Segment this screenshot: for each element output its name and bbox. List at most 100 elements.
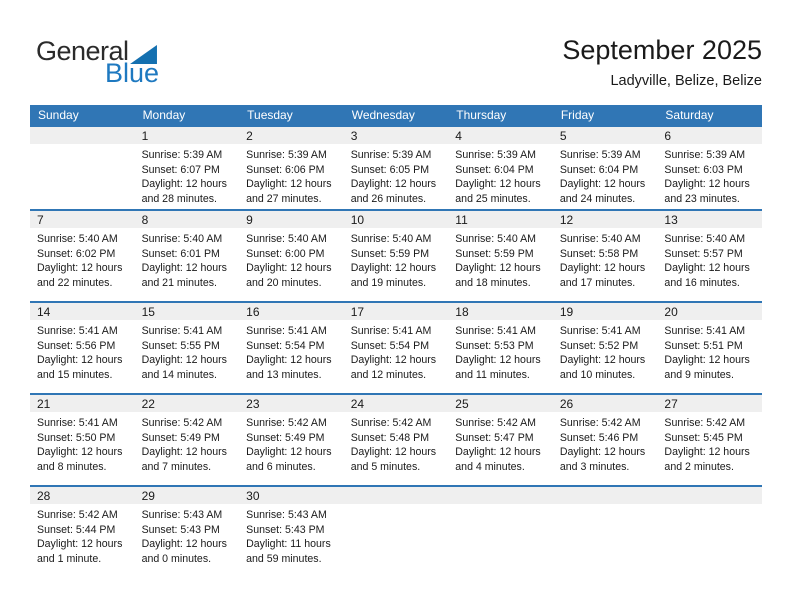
day-number: 5 bbox=[559, 128, 567, 143]
day-detail-line: Sunrise: 5:42 AM bbox=[559, 417, 641, 429]
day-number: 22 bbox=[141, 396, 155, 411]
day-cell: Sunrise: 5:42 AM Sunset: 5:49 PM Daylight:… bbox=[135, 412, 240, 475]
day-number: 20 bbox=[664, 304, 678, 319]
page-title: September 2025 bbox=[562, 35, 762, 65]
day-detail-line: Daylight: 12 hours bbox=[246, 178, 332, 191]
day-cell: Sunrise: 5:42 AM Sunset: 5:45 PM Daylight:… bbox=[657, 412, 762, 475]
title-block: September 2025 Ladyville, Belize, Belize bbox=[562, 35, 762, 90]
day-detail-line: Sunrise: 5:42 AM bbox=[246, 417, 327, 429]
day-number: 17 bbox=[350, 304, 365, 319]
day-number: 23 bbox=[246, 396, 260, 411]
day-detail-line: and 0 minutes. bbox=[141, 553, 212, 566]
day-cell: Sunrise: 5:41 AM Sunset: 5:55 PM Daylight:… bbox=[135, 320, 240, 383]
day-detail-line: Sunrise: 5:40 AM bbox=[37, 233, 118, 245]
day-detail-line: and 8 minutes. bbox=[37, 461, 107, 474]
day-detail-line: Sunrise: 5:40 AM bbox=[350, 233, 432, 245]
day-cell: Sunrise: 5:40 AM Sunset: 5:57 PM Daylight:… bbox=[657, 228, 762, 291]
day-detail-line: and 2 minutes. bbox=[664, 461, 734, 474]
day-detail-line: Sunrise: 5:39 AM bbox=[664, 149, 746, 161]
day-detail-line: Sunrise: 5:40 AM bbox=[559, 233, 641, 245]
day-detail-line: Daylight: 12 hours bbox=[664, 354, 750, 367]
day-detail-line: Sunset: 5:49 PM bbox=[246, 431, 325, 444]
day-detail-line: Sunset: 6:00 PM bbox=[246, 247, 325, 260]
day-detail-line: Sunset: 5:50 PM bbox=[37, 431, 116, 444]
logo-triangle-icon bbox=[129, 45, 157, 64]
day-detail-line: Daylight: 12 hours bbox=[141, 262, 227, 275]
logo-text-blue: Blue bbox=[105, 58, 160, 88]
day-detail-line: Daylight: 12 hours bbox=[455, 354, 541, 367]
day-detail-line: Sunrise: 5:41 AM bbox=[350, 325, 432, 337]
day-detail-line: Daylight: 12 hours bbox=[37, 354, 123, 367]
day-detail-line: Sunrise: 5:42 AM bbox=[37, 509, 118, 521]
day-detail-line: Daylight: 12 hours bbox=[350, 446, 437, 459]
day-detail-line: and 6 minutes. bbox=[246, 461, 316, 474]
day-number: 14 bbox=[37, 304, 51, 319]
day-detail-line: Sunset: 5:54 PM bbox=[246, 339, 325, 352]
day-detail-line: Sunrise: 5:40 AM bbox=[141, 233, 223, 245]
day-detail-line: Sunset: 6:07 PM bbox=[141, 163, 220, 176]
day-number: 11 bbox=[455, 212, 468, 227]
day-detail-line: Sunset: 5:47 PM bbox=[455, 431, 534, 444]
day-detail-line: Daylight: 12 hours bbox=[141, 446, 227, 459]
day-detail-line: Daylight: 12 hours bbox=[37, 538, 123, 551]
day-detail-line: Sunset: 5:58 PM bbox=[559, 247, 639, 260]
day-detail-line: and 25 minutes. bbox=[455, 193, 531, 206]
day-number: 3 bbox=[350, 128, 358, 143]
day-cell: Sunrise: 5:40 AM Sunset: 6:01 PM Daylight:… bbox=[135, 228, 240, 291]
day-number: 9 bbox=[246, 212, 253, 227]
day-detail-line: and 5 minutes. bbox=[350, 461, 421, 474]
day-number: 2 bbox=[246, 128, 253, 143]
day-cell: Sunrise: 5:42 AM Sunset: 5:44 PM Daylight:… bbox=[30, 504, 135, 567]
day-detail-line: Sunset: 5:48 PM bbox=[350, 431, 430, 444]
day-detail-line: Sunset: 6:04 PM bbox=[455, 163, 534, 176]
day-number: 6 bbox=[664, 128, 672, 143]
day-detail-line: Daylight: 12 hours bbox=[37, 446, 123, 459]
week-row: 28 29 30 Sunrise: 5:42 AM Sunset: 5:44 PM Day… bbox=[30, 485, 762, 577]
day-detail-line: Sunset: 5:59 PM bbox=[350, 247, 430, 260]
day-detail-line: Daylight: 12 hours bbox=[350, 178, 437, 191]
day-detail-line: Daylight: 12 hours bbox=[37, 262, 123, 275]
empty-day-cell bbox=[344, 504, 449, 567]
day-number: 26 bbox=[559, 396, 574, 411]
day-number: 30 bbox=[246, 488, 260, 503]
day-detail-line: Sunrise: 5:43 AM bbox=[141, 509, 223, 521]
day-detail-line: Daylight: 12 hours bbox=[350, 354, 437, 367]
day-cell: Sunrise: 5:39 AM Sunset: 6:05 PM Daylight:… bbox=[344, 144, 449, 207]
day-detail-line: Daylight: 12 hours bbox=[664, 178, 750, 191]
day-detail-line: Daylight: 12 hours bbox=[141, 354, 227, 367]
day-detail-line: Daylight: 12 hours bbox=[141, 538, 227, 551]
day-detail-line: Sunrise: 5:42 AM bbox=[455, 417, 536, 429]
logo-line-1: General bbox=[36, 38, 176, 65]
day-detail-line: and 7 minutes. bbox=[141, 461, 212, 474]
day-detail-line: Daylight: 11 hours bbox=[246, 538, 331, 551]
day-detail-line: Daylight: 12 hours bbox=[350, 262, 437, 275]
empty-day-cell bbox=[553, 504, 658, 567]
day-detail-line: Sunrise: 5:41 AM bbox=[37, 325, 118, 337]
day-detail-line: Sunrise: 5:41 AM bbox=[559, 325, 641, 337]
week-row: 21 22 23 24 25 26 27 Sunrise: 5:41 AM Sunset: 5:… bbox=[30, 393, 762, 485]
day-number: 7 bbox=[37, 212, 44, 227]
day-cell: Sunrise: 5:40 AM Sunset: 5:58 PM Daylight:… bbox=[553, 228, 658, 291]
day-detail-line: and 27 minutes. bbox=[246, 193, 322, 206]
day-number-band: 14 15 16 17 18 19 20 bbox=[30, 303, 762, 320]
logo-text-general: General bbox=[36, 36, 129, 66]
day-number: 21 bbox=[37, 396, 51, 411]
day-cell: Sunrise: 5:41 AM Sunset: 5:54 PM Daylight:… bbox=[239, 320, 344, 383]
day-detail-line: and 4 minutes. bbox=[455, 461, 525, 474]
day-detail-line: Daylight: 12 hours bbox=[141, 178, 227, 191]
empty-day-cell bbox=[657, 504, 762, 567]
day-number: 12 bbox=[559, 212, 574, 227]
day-detail-line: Sunset: 6:05 PM bbox=[350, 163, 430, 176]
day-detail-line: Daylight: 12 hours bbox=[559, 446, 646, 459]
weekday-label: Saturday bbox=[665, 108, 714, 122]
day-detail-line: Sunset: 5:49 PM bbox=[141, 431, 220, 444]
day-number: 18 bbox=[455, 304, 469, 319]
day-detail-line: and 14 minutes. bbox=[141, 369, 217, 382]
day-cell: Sunrise: 5:41 AM Sunset: 5:56 PM Daylight:… bbox=[30, 320, 135, 383]
day-cell: Sunrise: 5:42 AM Sunset: 5:48 PM Daylight:… bbox=[344, 412, 449, 475]
day-detail-line: Sunset: 5:46 PM bbox=[559, 431, 639, 444]
day-detail-line: Sunset: 5:53 PM bbox=[455, 339, 534, 352]
day-detail-line: and 13 minutes. bbox=[246, 369, 322, 382]
day-cell: Sunrise: 5:39 AM Sunset: 6:04 PM Daylight:… bbox=[553, 144, 658, 207]
